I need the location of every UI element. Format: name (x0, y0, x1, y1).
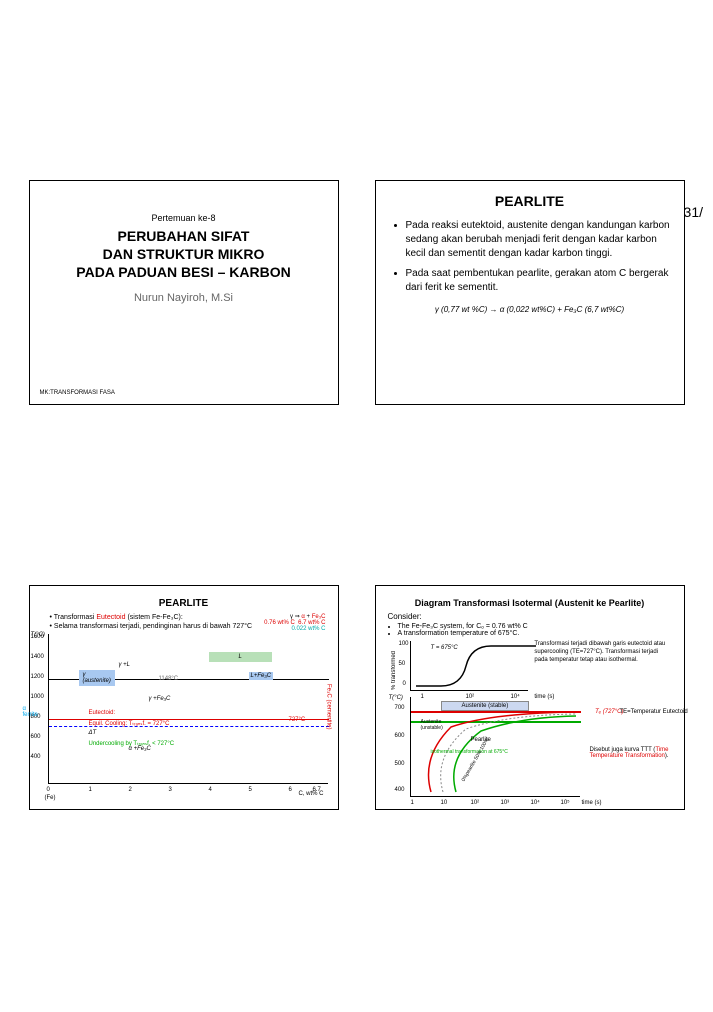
eutectoid-label: Eutectoid: (89, 710, 116, 716)
region-gammaL: γ +L (119, 662, 131, 668)
s3-bul1b: Eutectoid (96, 614, 125, 621)
ttt-note-c: ). (665, 753, 669, 759)
slide2-bullet2: Pada saat pembentukan pearlite, gerakan … (406, 267, 672, 295)
leg-076: 0.76 wt% C (264, 620, 295, 626)
ttt-yt-400: 400 (395, 787, 405, 793)
temp-1148-label: 1148°C (159, 676, 179, 682)
ttt-iso-label: isothermal transformation at 675°C (431, 749, 508, 755)
s3-bul2: Selama transformasi terjadi, pendinginan… (54, 623, 252, 630)
pd-yt-1400: 1400 (31, 654, 44, 660)
ttt-yt-600: 600 (395, 733, 405, 739)
s3-bul1a: Transformasi (54, 614, 97, 621)
leg-0022: 0.022 wt% C (291, 626, 325, 632)
slide-1-title: Pertemuan ke-8 PERUBAHAN SIFAT DAN STRUK… (29, 180, 339, 405)
s3-bul1c: (sistem Fe-Fe₃C): (126, 614, 183, 621)
slide3-legend: γ ⇒ α + Fe₃C 0.76 wt% C 6.7 wt% C 0.022 … (264, 613, 325, 632)
slides-row-1: Pertemuan ke-8 PERUBAHAN SIFAT DAN STRUK… (0, 180, 713, 405)
ttt-xt-10: 10 (441, 800, 448, 806)
mini-ylabel: % transformed (391, 651, 397, 690)
pd-xt1: 1 (89, 787, 92, 793)
ttt-xt-10000: 10⁴ (531, 800, 540, 806)
region-LFe3C: L+Fe₃C (249, 672, 274, 680)
pd-xt0: 0 (47, 787, 50, 793)
pd-xt-fe: (Fe) (45, 795, 56, 801)
sigmoid-curve-icon (411, 641, 541, 691)
region-gammaFe3C: γ +Fe₃C (149, 696, 171, 702)
title-line3: PADA PADUAN BESI – KARBON (76, 264, 290, 280)
pd-yt-400: 400 (31, 754, 41, 760)
mini-y100: 100 (399, 641, 409, 647)
slide2-bullets: Pada reaksi eutektoid, austenite dengan … (388, 219, 672, 295)
pd-xt3: 3 (169, 787, 172, 793)
slide4-top-row: % transformed T = 675°C 100 50 0 1 10² 1… (388, 641, 672, 691)
ttt-ylabel: T(°C) (389, 695, 403, 701)
alpha-ferrite-label: α ferrite (23, 706, 38, 718)
ttt-xt-100000: 10⁵ (561, 800, 570, 806)
undercooling-label: Undercooling by Tₜᵣₐₙₛf. < 727°C (89, 740, 175, 747)
ttt-xt-1000: 10³ (501, 800, 510, 806)
slide-3-phase-diagram: PEARLITE • Transformasi Eutectoid (siste… (29, 585, 339, 810)
pd-xt6: 6 (289, 787, 292, 793)
phase-diagram-chart: T(°C) C, wt% C 1600 1400 1200 1000 800 6… (48, 634, 328, 784)
pd-xt5: 5 (249, 787, 252, 793)
s4-bul2: A transformation temperature of 675°C. (398, 630, 672, 637)
mini-y50: 50 (399, 661, 406, 667)
pd-xt4: 4 (209, 787, 212, 793)
deltaT-label: ΔT (89, 730, 97, 736)
slide4-consider: Consider: (388, 612, 672, 621)
slide4-title: Diagram Transformasi Isotermal (Austenit… (388, 598, 672, 608)
ttt-curve-note: Disebut juga kurva TTT (Time Temperature… (590, 747, 700, 759)
ttt-austenite-unstable-label: Austenite (unstable) (421, 719, 443, 731)
slide1-pretitle: Pertemuan ke-8 (42, 213, 326, 223)
slide1-author: Nurun Nayiroh, M.Si (42, 292, 326, 304)
slide3-title: PEARLITE (42, 598, 326, 609)
slide4-bullets: The Fe-Fe₃C system, for Cₒ = 0.76 wt% C … (388, 623, 672, 637)
pct-transformed-chart: % transformed T = 675°C 100 50 0 1 10² 1… (410, 641, 529, 691)
ttt-curves-icon (411, 697, 581, 797)
pd-yt-1200: 1200 (31, 674, 44, 680)
slide2-title: PEARLITE (388, 193, 672, 209)
slide1-title: PERUBAHAN SIFAT DAN STRUKTUR MIKRO PADA … (42, 227, 326, 282)
ttt-yt-700: 700 (395, 705, 405, 711)
pd-xt2: 2 (129, 787, 132, 793)
pd-yt-1000: 1000 (31, 694, 44, 700)
slide-2-pearlite-text: PEARLITE Pada reaksi eutektoid, austenit… (375, 180, 685, 405)
slide4-note1: Transformasi terjadi dibawah garis eutec… (534, 641, 671, 691)
ttt-xlabel: time (s) (582, 800, 602, 806)
region-gamma: γ (austenite) (79, 670, 115, 686)
slide2-bullet1: Pada reaksi eutektoid, austenite dengan … (406, 219, 672, 261)
ttt-xt-1: 1 (411, 800, 414, 806)
pd-xt7: 6.7 (313, 787, 321, 793)
ttt-te-note: TE=Temperatur Eutectoid (620, 709, 700, 715)
region-L: L (209, 652, 272, 662)
pd-yt-600: 600 (31, 734, 41, 740)
slide1-footer: MK:TRANSFORMASI FASA (40, 390, 115, 396)
title-line2: DAN STRUKTUR MIKRO (103, 246, 265, 262)
title-line1: PERUBAHAN SIFAT (118, 228, 250, 244)
ttt-yt-500: 500 (395, 761, 405, 767)
slide2-equation: γ (0,77 wt %C) → α (0,022 wt%C) + Fe₃C (… (388, 305, 672, 314)
pd-yt-1600: 1600 (31, 634, 44, 640)
temp-727-label: 727°C (289, 717, 306, 723)
equil-cooling-label: Equil. Cooling: Tₜᵣₐₙₛf. = 727°C (89, 720, 170, 727)
slide3-bullets: • Transformasi Eutectoid (sistem Fe-Fe₃C… (42, 613, 253, 632)
slides-row-2: PEARLITE • Transformasi Eutectoid (siste… (0, 585, 713, 810)
ttt-chart: T(°C) 700 600 500 400 1 10 10² 10³ 10⁴ 1… (410, 697, 580, 797)
ttt-xt-100: 10² (471, 800, 480, 806)
ttt-austenite-stable-label: Austenite (stable) (441, 701, 530, 711)
slide-4-ttt-diagram: Diagram Transformasi Isotermal (Austenit… (375, 585, 685, 810)
fe3c-cementite-label: Fe₃C (cementite) (326, 684, 332, 729)
s4-bul1: The Fe-Fe₃C system, for Cₒ = 0.76 wt% C (398, 623, 672, 630)
mini-y0: 0 (403, 681, 406, 687)
